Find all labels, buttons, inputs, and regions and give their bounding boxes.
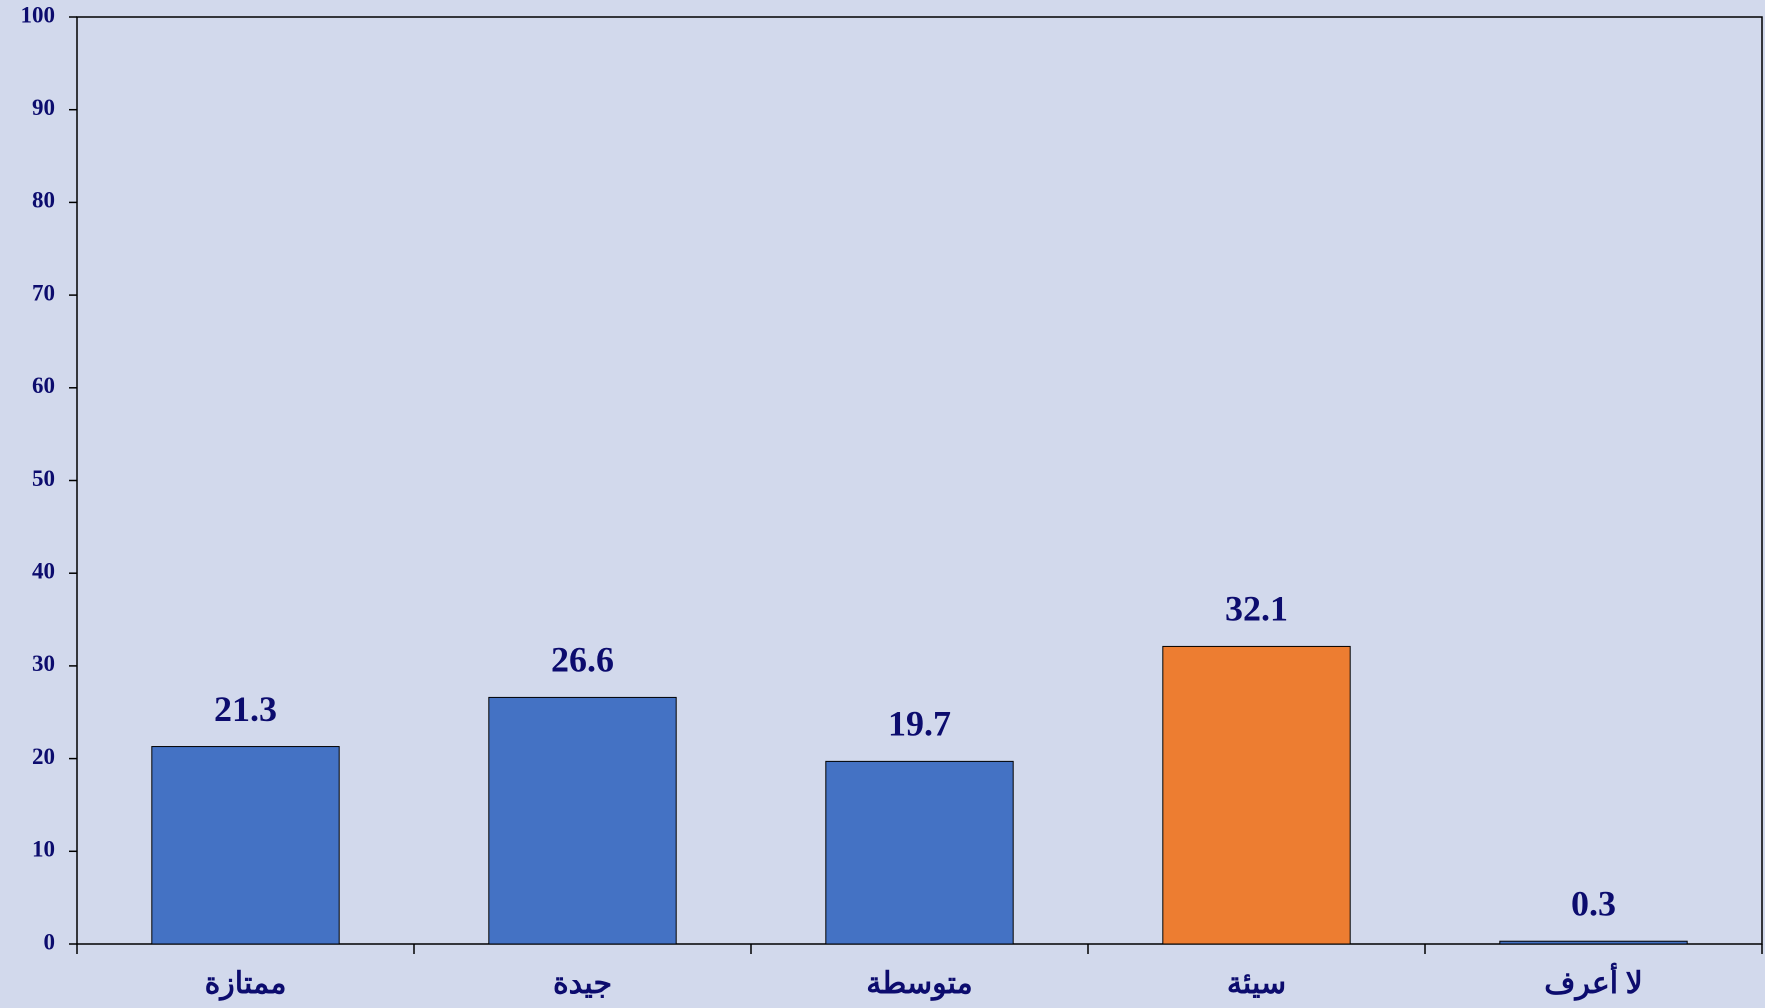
- x-tick-label: متوسطة: [866, 967, 972, 1001]
- value-label: 26.6: [551, 640, 614, 680]
- value-label: 21.3: [214, 689, 277, 729]
- y-tick-label: 100: [21, 2, 56, 27]
- y-tick-label: 30: [32, 651, 55, 676]
- y-tick-label: 50: [32, 466, 55, 491]
- bar: [488, 696, 677, 945]
- y-tick-label: 10: [32, 837, 55, 862]
- value-label: 32.1: [1225, 589, 1288, 629]
- y-tick-label: 80: [32, 188, 55, 213]
- value-label: 0.3: [1571, 883, 1616, 923]
- x-tick-label: ممتازة: [205, 967, 287, 1001]
- bar: [151, 746, 340, 945]
- y-tick-label: 70: [32, 280, 55, 305]
- value-label: 19.7: [888, 704, 951, 744]
- y-tick-label: 60: [32, 373, 55, 398]
- y-tick-label: 20: [32, 744, 55, 769]
- bar: [1499, 940, 1688, 945]
- x-tick-label: سيئة: [1227, 967, 1286, 1000]
- y-tick-label: 40: [32, 558, 55, 583]
- y-tick-label: 0: [44, 929, 56, 954]
- x-tick-label: جيدة: [553, 967, 612, 1000]
- x-tick-label: لا أعرف: [1544, 962, 1643, 1001]
- bar: [825, 760, 1014, 945]
- bar: [1162, 645, 1351, 945]
- y-tick-label: 90: [32, 95, 55, 120]
